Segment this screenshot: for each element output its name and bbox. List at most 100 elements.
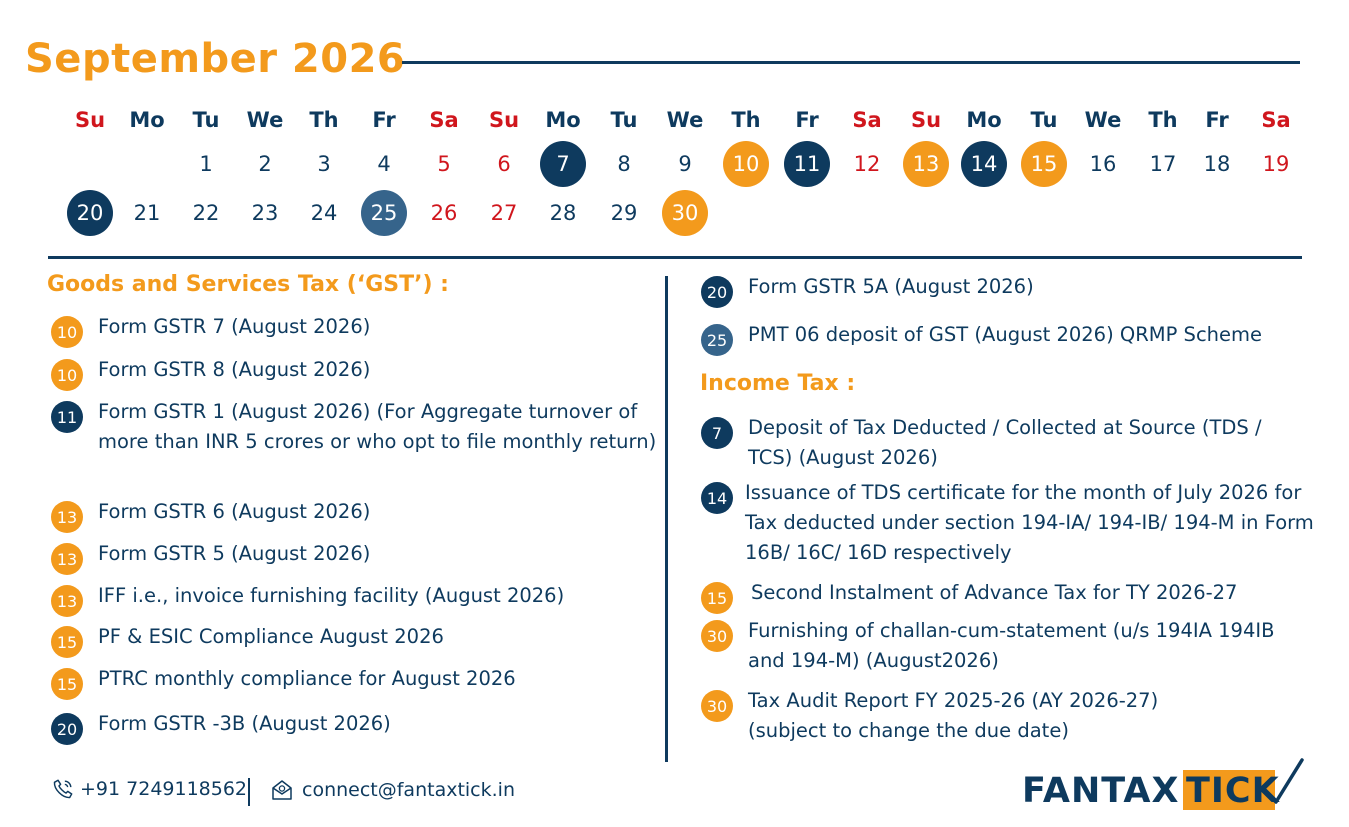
calendar-day: 22	[192, 201, 220, 225]
weekday-header: Th	[731, 108, 761, 132]
date-badge: 30	[701, 690, 733, 722]
calendar-day: 5	[437, 152, 451, 176]
gst-item-text: PTRC monthly compliance for August 2026	[98, 667, 516, 690]
phone-icon	[53, 779, 73, 799]
weekday-header: Tu	[1030, 108, 1058, 132]
gst-item: 13 IFF i.e., invoice furnishing facility…	[51, 584, 663, 617]
gst-item: 15 PF & ESIC Compliance August 2026	[51, 625, 663, 658]
calendar-day: 19	[1262, 152, 1290, 176]
calendar-divider	[48, 256, 1302, 259]
calendar-day: 24	[310, 201, 338, 225]
weekday-header: Fr	[372, 108, 396, 132]
gst-item-text: Form GSTR 1 (August 2026) (For Aggregate…	[98, 400, 657, 453]
calendar-day: 29	[610, 201, 638, 225]
income-tax-item: 30 Tax Audit Report FY 2025-26 (AY 2026-…	[701, 689, 1221, 746]
income-tax-item: 14 Issuance of TDS certificate for the m…	[701, 481, 1331, 568]
checkmark-icon	[1264, 758, 1304, 804]
weekday-header: Fr	[1205, 108, 1229, 132]
gst-item-text: PMT 06 deposit of GST (August 2026) QRMP…	[748, 323, 1263, 346]
date-badge: 13	[51, 543, 83, 575]
title-divider	[402, 61, 1300, 64]
weekday-header: Su	[74, 108, 106, 132]
calendar-day: 23	[251, 201, 279, 225]
calendar-day: 8	[617, 152, 631, 176]
gst-item-text: Form GSTR -3B (August 2026)	[98, 712, 391, 735]
gst-item: 20 Form GSTR 5A (August 2026)	[701, 275, 1331, 308]
date-badge: 13	[51, 585, 83, 617]
date-badge: 15	[51, 668, 83, 700]
footer-separator	[248, 778, 250, 806]
page-title: September 2026	[25, 36, 406, 82]
date-badge: 20	[701, 276, 733, 308]
income-tax-item-text: Deposit of Tax Deducted / Collected at S…	[748, 416, 1262, 469]
income-tax-item-text: Issuance of TDS certificate for the mont…	[745, 481, 1314, 564]
calendar-day: 2	[258, 152, 272, 176]
gst-item-text: Form GSTR 5A (August 2026)	[748, 275, 1034, 298]
column-divider	[665, 276, 668, 762]
date-badge: 13	[51, 501, 83, 533]
weekday-header: We	[1084, 108, 1122, 132]
footer-email[interactable]: connect@fantaxtick.in	[270, 778, 515, 802]
calendar-day-due: 14	[961, 141, 1007, 187]
calendar-day-due: 7	[540, 141, 586, 187]
calendar-day: 16	[1089, 152, 1117, 176]
weekday-header: We	[246, 108, 284, 132]
calendar-day-due: 25	[361, 190, 407, 236]
calendar-day: 1	[199, 152, 213, 176]
weekday-header: Mo	[966, 108, 1002, 132]
income-tax-item: 30 Furnishing of challan-cum-statement (…	[701, 619, 1291, 676]
date-badge: 10	[51, 359, 83, 391]
weekday-header: Sa	[1261, 108, 1291, 132]
gst-item-text: Form GSTR 6 (August 2026)	[98, 500, 371, 523]
gst-item-text: PF & ESIC Compliance August 2026	[98, 625, 444, 648]
date-badge: 30	[701, 620, 733, 652]
calendar-day: 18	[1203, 152, 1231, 176]
calendar-day-due: 11	[784, 141, 830, 187]
gst-item: 20 Form GSTR -3B (August 2026)	[51, 712, 663, 745]
calendar-day: 9	[678, 152, 692, 176]
gst-item: 10 Form GSTR 7 (August 2026)	[51, 315, 663, 348]
gst-item: 13 Form GSTR 6 (August 2026)	[51, 500, 663, 533]
logo-text-primary: FANTAX	[1022, 771, 1180, 811]
date-badge: 15	[701, 582, 733, 614]
gst-item: 11 Form GSTR 1 (August 2026) (For Aggreg…	[51, 400, 663, 457]
email-address[interactable]: connect@fantaxtick.in	[302, 779, 515, 801]
calendar-day: 17	[1149, 152, 1177, 176]
footer-phone[interactable]: +91 7249118562	[52, 778, 247, 800]
brand-logo: FANTAX TICK	[1020, 758, 1310, 818]
calendar-day: 3	[317, 152, 331, 176]
income-tax-item: 7 Deposit of Tax Deducted / Collected at…	[701, 416, 1281, 473]
logo-highlight	[1183, 770, 1275, 810]
calendar-day: 6	[497, 152, 511, 176]
date-badge: 25	[701, 324, 733, 356]
weekday-header: We	[666, 108, 704, 132]
calendar-day-due: 30	[662, 190, 708, 236]
calendar-day-due: 15	[1021, 141, 1067, 187]
calendar-day-due: 13	[903, 141, 949, 187]
calendar-day: 27	[490, 201, 518, 225]
date-badge: 7	[701, 417, 733, 449]
income-tax-item-text: Second Instalment of Advance Tax for TY …	[751, 581, 1238, 604]
weekday-header: Tu	[192, 108, 220, 132]
weekday-header: Sa	[852, 108, 882, 132]
gst-item: 13 Form GSTR 5 (August 2026)	[51, 542, 663, 575]
income-tax-section-title: Income Tax :	[700, 371, 856, 396]
weekday-header: Su	[488, 108, 520, 132]
calendar-day: 28	[549, 201, 577, 225]
calendar-day: 26	[430, 201, 458, 225]
weekday-header: Mo	[129, 108, 165, 132]
calendar-day: 4	[377, 152, 391, 176]
weekday-header: Th	[1148, 108, 1178, 132]
income-tax-item-text: Tax Audit Report FY 2025-26 (AY 2026-27)…	[748, 689, 1159, 742]
weekday-header: Mo	[545, 108, 581, 132]
logo-text-secondary: TICK	[1186, 771, 1280, 811]
email-icon	[272, 780, 292, 800]
gst-item-text: Form GSTR 8 (August 2026)	[98, 358, 371, 381]
date-badge: 10	[51, 316, 83, 348]
weekday-header: Fr	[795, 108, 819, 132]
weekday-header: Tu	[610, 108, 638, 132]
phone-number[interactable]: +91 7249118562	[80, 778, 248, 800]
calendar-day-due: 10	[723, 141, 769, 187]
calendar-day: 21	[133, 201, 161, 225]
date-badge: 20	[51, 713, 83, 745]
